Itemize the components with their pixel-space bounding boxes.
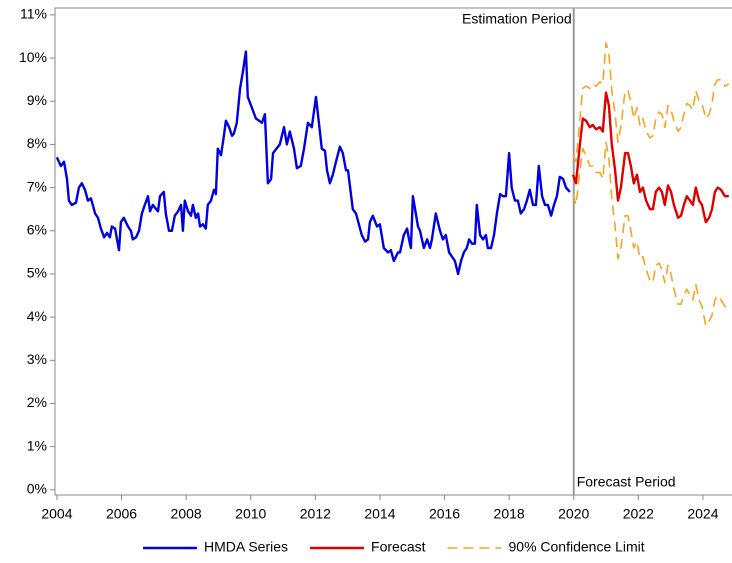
x-tick-label: 2006 (106, 506, 137, 522)
x-tick-label: 2018 (494, 506, 525, 522)
annotation: Estimation Period (462, 11, 572, 27)
y-tick-label: 7% (27, 178, 47, 194)
x-tick-label: 2010 (235, 506, 266, 522)
x-tick-label: 2008 (171, 506, 202, 522)
x-tick-label: 2016 (429, 506, 460, 522)
x-tick-label: 2014 (364, 506, 395, 522)
y-tick-label: 9% (27, 92, 47, 108)
series-line (572, 42, 730, 163)
series-line (572, 141, 730, 327)
y-tick-label: 5% (27, 265, 47, 281)
legend-label: 90% Confidence Limit (509, 539, 645, 555)
legend-label: HMDA Series (204, 539, 288, 555)
y-tick-label: 4% (27, 308, 47, 324)
legend-label: Forecast (371, 539, 426, 555)
x-tick-label: 2004 (41, 506, 72, 522)
y-tick-label: 3% (27, 351, 47, 367)
y-tick-label: 0% (27, 481, 47, 497)
y-tick-label: 2% (27, 394, 47, 410)
y-tick-label: 6% (27, 221, 47, 237)
y-tick-label: 1% (27, 437, 47, 453)
series-line (571, 91, 729, 224)
annotation: Forecast Period (577, 474, 676, 490)
series-line (55, 50, 571, 276)
y-tick-label: 8% (27, 135, 47, 151)
plot-frame (54, 7, 732, 496)
x-tick-label: 2024 (687, 506, 718, 522)
y-tick-label: 11% (20, 6, 47, 22)
x-tick-label: 2022 (623, 506, 654, 522)
y-tick-label: 10% (19, 49, 47, 65)
x-tick-label: 2012 (300, 506, 331, 522)
x-tick-label: 2020 (558, 506, 589, 522)
